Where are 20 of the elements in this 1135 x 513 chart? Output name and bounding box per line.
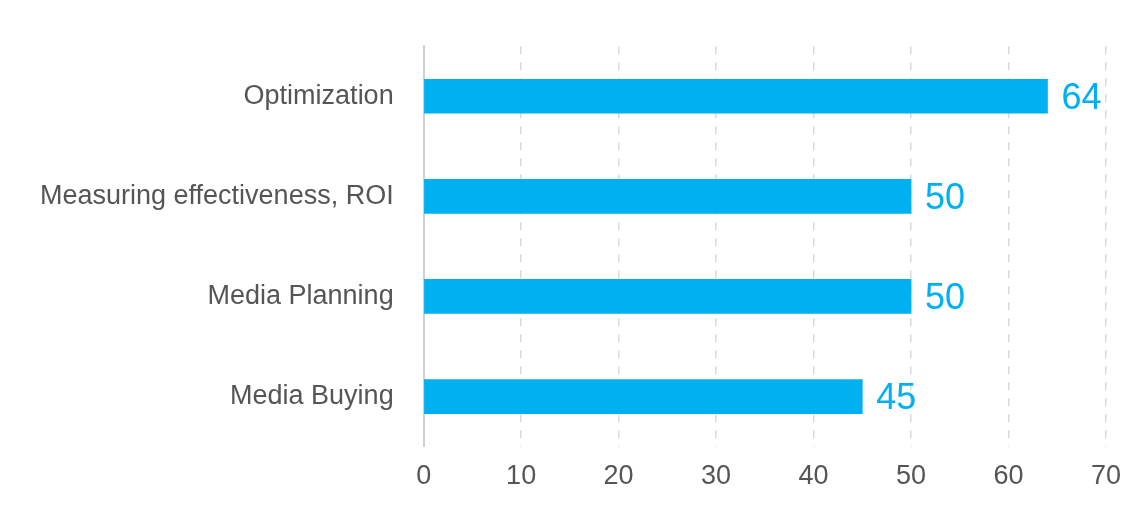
bar bbox=[424, 78, 1048, 114]
x-tick-label: 50 bbox=[896, 460, 927, 491]
y-tick-label: Media Planning bbox=[207, 279, 394, 310]
y-tick-label: Optimization bbox=[243, 79, 394, 110]
y-tick-label: Measuring effectiveness, ROI bbox=[39, 179, 394, 210]
x-tick-label: 60 bbox=[993, 460, 1024, 491]
bar bbox=[424, 379, 863, 414]
x-tick-label: 20 bbox=[603, 460, 634, 491]
data-label: 64 bbox=[1061, 76, 1102, 118]
x-tick-label: 40 bbox=[798, 460, 829, 491]
x-tick-label: 10 bbox=[506, 460, 537, 491]
data-label: 50 bbox=[925, 176, 966, 218]
bar bbox=[424, 179, 912, 214]
x-tick-label: 0 bbox=[416, 460, 432, 491]
data-label: 50 bbox=[925, 276, 966, 318]
x-tick-label: 30 bbox=[701, 460, 732, 491]
data-label: 45 bbox=[876, 376, 917, 418]
y-tick-label: Media Buying bbox=[230, 380, 394, 410]
x-tick-label: 70 bbox=[1090, 460, 1122, 491]
bar bbox=[424, 279, 912, 314]
